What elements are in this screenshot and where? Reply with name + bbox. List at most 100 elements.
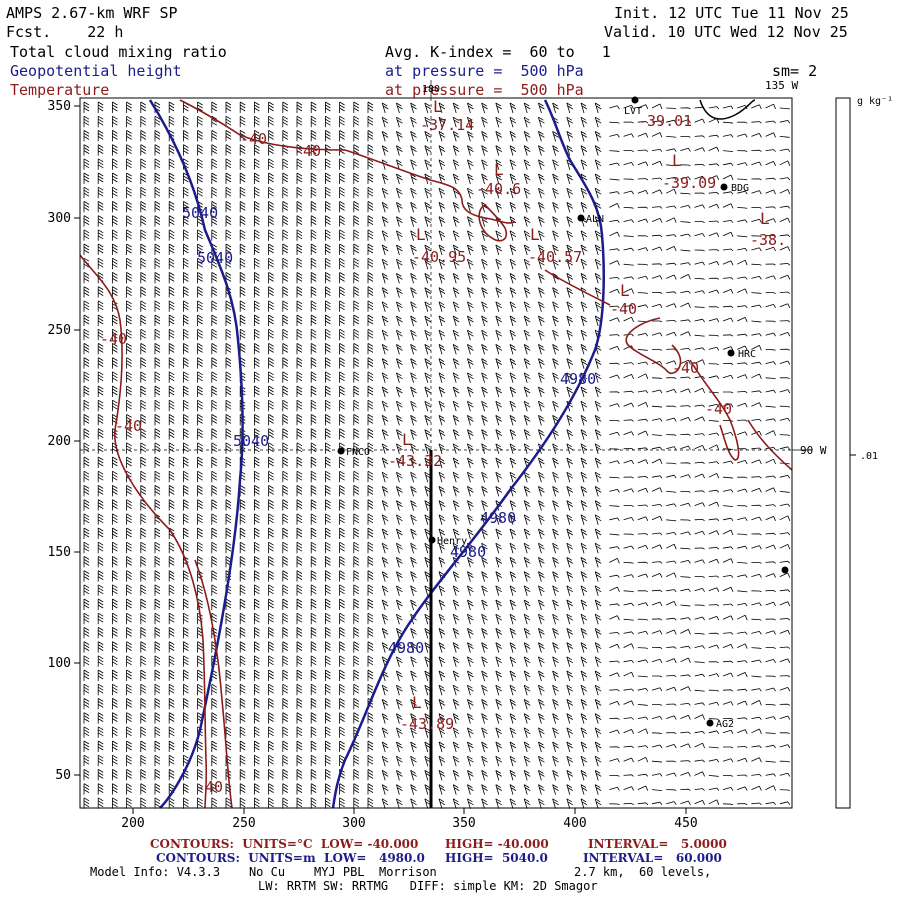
wind-barb — [325, 315, 330, 326]
wind-barb — [127, 244, 132, 255]
wind-barb — [453, 628, 459, 638]
wind-barb — [84, 670, 89, 681]
wind-barb — [780, 189, 790, 194]
wind-barb — [581, 202, 587, 212]
wind-barb — [680, 761, 690, 763]
station-aln[interactable]: ALN — [578, 214, 605, 225]
wind-barb — [624, 151, 634, 152]
wind-barb — [325, 443, 330, 454]
wind-barb — [751, 591, 761, 592]
wind-barb — [439, 785, 445, 795]
wind-barb — [98, 187, 103, 198]
wind-barb — [709, 633, 719, 634]
wind-barb — [709, 445, 719, 450]
station-bdg[interactable]: BDG — [721, 183, 750, 194]
wind-barb — [240, 485, 245, 496]
wind-barb — [127, 727, 132, 738]
wind-barb — [723, 461, 733, 464]
wind-barb — [112, 656, 117, 667]
wind-barb — [354, 514, 359, 525]
wind-barb — [538, 628, 544, 638]
wind-barb — [396, 174, 402, 184]
wind-barb — [411, 160, 417, 170]
wind-barb — [624, 179, 634, 180]
wind-barb — [411, 146, 417, 156]
wind-barb — [609, 673, 619, 677]
wind-barb — [169, 556, 174, 567]
wind-barb — [595, 685, 601, 695]
temp-label: -40.57 — [528, 248, 582, 266]
wind-barb — [325, 301, 330, 312]
wind-barb — [524, 699, 530, 709]
station-unnamed[interactable] — [782, 567, 789, 574]
wind-barb — [368, 642, 373, 653]
wind-barb — [240, 755, 245, 766]
wind-barb — [723, 644, 733, 648]
wind-barb — [183, 784, 188, 795]
wind-barb — [666, 275, 676, 279]
wind-barb — [609, 701, 619, 705]
temp-label: -40 — [196, 778, 223, 796]
wind-barb — [169, 400, 174, 411]
wind-barb — [453, 756, 459, 766]
wind-barb — [254, 358, 259, 369]
wind-barb — [112, 684, 117, 695]
wind-barb — [98, 642, 103, 653]
wind-barb — [723, 363, 733, 364]
wind-barb — [169, 642, 174, 653]
wind-barb — [226, 485, 231, 496]
wind-barb — [112, 613, 117, 624]
wind-barb — [354, 272, 359, 283]
wind-barb — [439, 316, 445, 326]
contour-temp-interval: INTERVAL= 5.0000 — [588, 838, 727, 851]
wind-barb — [183, 656, 188, 667]
wind-barb — [510, 458, 516, 468]
station-hrc[interactable]: HRC — [728, 349, 757, 360]
wind-barb — [254, 500, 259, 511]
wind-barb — [269, 102, 274, 113]
wind-barb — [609, 587, 619, 592]
wind-barb — [680, 772, 690, 776]
wind-barb — [467, 799, 473, 809]
wind-barb — [311, 471, 316, 482]
wind-barb — [553, 572, 559, 582]
wind-barb — [183, 471, 188, 482]
wind-barb — [496, 103, 502, 113]
contour-height-interval: INTERVAL= 60.000 — [583, 852, 722, 865]
wind-barb — [311, 216, 316, 227]
wind-barb — [84, 116, 89, 127]
wind-barb — [496, 643, 502, 653]
wind-barb — [382, 614, 388, 624]
wind-barb — [567, 714, 573, 724]
wind-barb — [396, 756, 402, 766]
wind-barb — [127, 201, 132, 212]
wind-barb — [240, 798, 245, 809]
wind-barb — [680, 136, 690, 137]
wind-barb — [340, 329, 345, 340]
station-fnco[interactable]: FNCO — [338, 447, 371, 458]
wind-barb — [141, 258, 146, 269]
station-ag2[interactable]: AG2 — [707, 719, 735, 730]
wind-barb — [780, 321, 790, 322]
wind-barb — [141, 556, 146, 567]
wind-barb — [680, 463, 690, 464]
wind-barb — [112, 571, 117, 582]
wind-barb — [368, 755, 373, 766]
wind-barb — [737, 518, 747, 521]
wind-barb — [84, 755, 89, 766]
wind-barb — [198, 514, 203, 525]
wind-barb — [595, 770, 601, 780]
wind-barb — [439, 359, 445, 369]
wind-barb — [723, 306, 733, 308]
wind-barb — [553, 643, 559, 653]
wind-barb — [396, 288, 402, 298]
wind-barb — [112, 386, 117, 397]
wind-barb — [723, 278, 733, 280]
wind-barb — [780, 120, 790, 123]
wind-barb — [751, 786, 761, 790]
wind-barb — [666, 630, 676, 634]
wind-barb — [311, 272, 316, 283]
wind-barb — [84, 613, 89, 624]
wind-barb — [567, 657, 573, 667]
wind-barb — [340, 301, 345, 312]
